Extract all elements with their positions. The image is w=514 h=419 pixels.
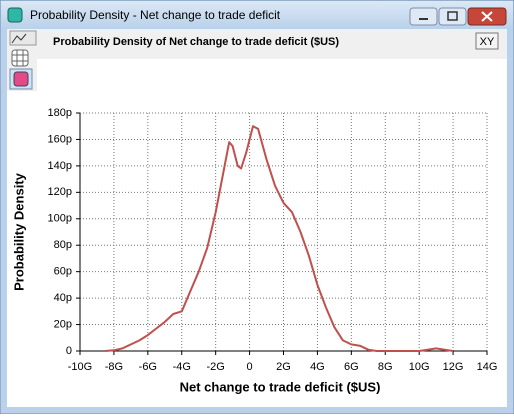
- x-tick-label: -6G: [139, 361, 157, 373]
- table-button[interactable]: [11, 49, 29, 67]
- y-tick-label: 40p: [54, 292, 72, 304]
- xy-button-label[interactable]: XY: [480, 36, 495, 48]
- y-tick-label: 160p: [48, 133, 72, 145]
- x-tick-label: 6G: [344, 361, 359, 373]
- x-tick-label: 14G: [477, 361, 498, 373]
- x-tick-label: 2G: [276, 361, 291, 373]
- graph-icon: [13, 71, 29, 87]
- client-area: [7, 29, 507, 407]
- x-tick-label: 4G: [310, 361, 325, 373]
- x-tick-label: -2G: [206, 361, 224, 373]
- x-tick-label: 0: [247, 361, 253, 373]
- y-tick-label: 140p: [48, 160, 72, 172]
- y-axis-label: Probability Density: [11, 172, 26, 291]
- chart-title: Probability Density of Net change to tra…: [53, 36, 339, 48]
- y-tick-label: 20p: [54, 318, 72, 330]
- y-tick-label: 80p: [54, 239, 72, 251]
- x-tick-label: 8G: [378, 361, 393, 373]
- chart-type-icon: [11, 33, 27, 44]
- app-icon: [7, 7, 23, 23]
- close-icon: [481, 11, 493, 22]
- header-strip: [7, 29, 507, 59]
- y-tick-label: 60p: [54, 266, 72, 278]
- y-tick-label: 180p: [48, 107, 72, 119]
- x-tick-label: -8G: [105, 361, 123, 373]
- x-tick-label: 10G: [409, 361, 430, 373]
- minimize-icon: [419, 18, 428, 20]
- x-axis-label: Net change to trade deficit ($US): [180, 379, 381, 394]
- minimize-button[interactable]: [409, 7, 438, 26]
- y-tick-label: 0: [66, 345, 72, 357]
- maximize-icon: [447, 11, 458, 21]
- x-tick-label: 12G: [443, 361, 464, 373]
- y-tick-label: 100p: [48, 213, 72, 225]
- table-icon: [12, 50, 28, 66]
- y-tick-label: 120p: [48, 186, 72, 198]
- x-tick-label: -4G: [173, 361, 191, 373]
- density-line: [105, 125, 454, 352]
- x-tick-label: -10G: [68, 361, 92, 373]
- window-title: Probability Density - Net change to trad…: [30, 8, 281, 22]
- xy-button[interactable]: [475, 32, 499, 50]
- maximize-button[interactable]: [438, 7, 467, 26]
